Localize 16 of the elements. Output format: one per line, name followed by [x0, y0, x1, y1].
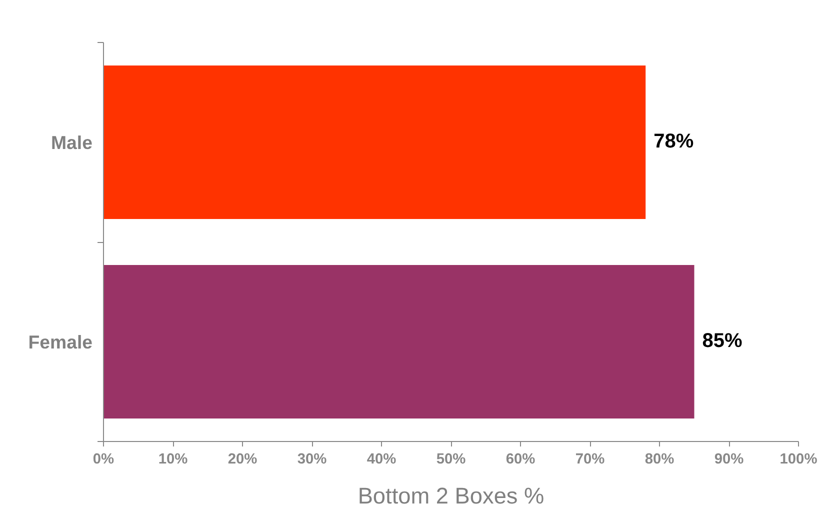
x-axis-title: Bottom 2 Boxes % [358, 482, 544, 508]
y-tick-label: Male [51, 132, 93, 153]
x-tick-label: 90% [714, 452, 744, 468]
x-tick-label: 0% [92, 452, 114, 468]
x-tick-label: 30% [297, 452, 327, 468]
data-label: 78% [654, 130, 694, 152]
x-tick-label: 40% [366, 452, 396, 468]
x-tick-label: 20% [228, 452, 258, 468]
x-tick-label: 70% [575, 452, 605, 468]
x-tick-label: 50% [436, 452, 466, 468]
x-tick-label: 80% [644, 452, 674, 468]
x-tick-label: 100% [780, 452, 818, 468]
data-label: 85% [702, 330, 742, 352]
x-tick-label: 10% [158, 452, 188, 468]
y-tick-label: Female [28, 331, 92, 352]
x-tick-label: 60% [506, 452, 536, 468]
